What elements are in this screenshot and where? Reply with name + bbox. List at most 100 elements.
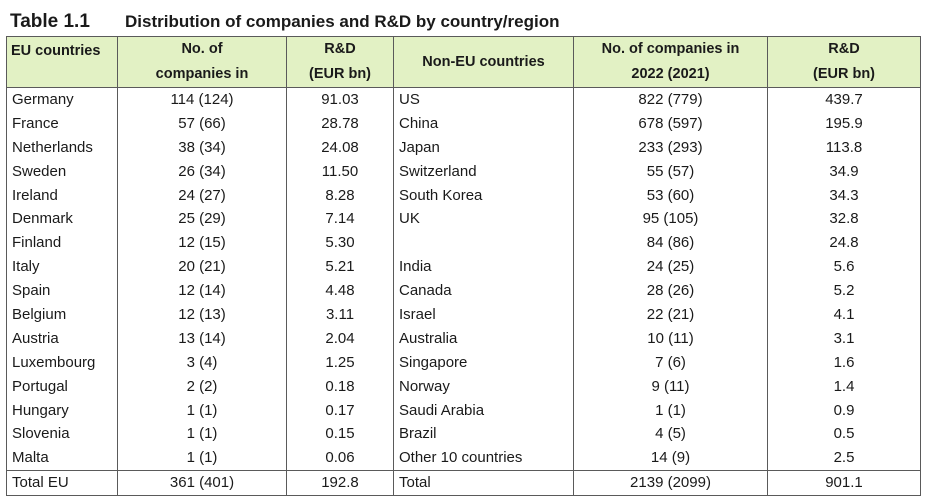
eu-companies-cell: 12 (14): [117, 279, 287, 304]
non-eu-rd-cell: 1.6: [767, 350, 921, 375]
non-eu-country-cell: India: [393, 255, 574, 280]
table-title: Distribution of companies and R&D by cou…: [125, 12, 560, 31]
non-eu-rd-cell: 34.9: [767, 159, 921, 184]
header-non-eu-rd: R&D (EUR bn): [767, 36, 921, 88]
eu-country-cell: Belgium: [6, 303, 118, 327]
non-eu-country-cell: Israel: [393, 303, 574, 327]
eu-companies-cell: 114 (124): [117, 87, 287, 112]
table-body: Germany 114 (124) 91.03 US 822 (779) 439…: [6, 87, 921, 496]
header-non-eu-companies: No. of companies in 2022 (2021): [573, 36, 768, 88]
eu-rd-cell: 7.14: [286, 207, 394, 232]
non-eu-rd-cell: 24.8: [767, 231, 921, 256]
non-eu-rd-cell: 113.8: [767, 135, 921, 160]
eu-country-cell: Denmark: [6, 207, 118, 232]
table-row: Ireland 24 (27) 8.28 South Korea 53 (60)…: [6, 183, 921, 208]
header-eu-rd: R&D (EUR bn): [286, 36, 394, 88]
total-eu-companies: 361 (401): [117, 470, 287, 496]
table-row: Denmark 25 (29) 7.14 UK 95 (105) 32.8: [6, 207, 921, 232]
table-row: Belgium 12 (13) 3.11 Israel 22 (21) 4.1: [6, 303, 921, 327]
non-eu-rd-cell: 3.1: [767, 326, 921, 351]
eu-companies-cell: 24 (27): [117, 183, 287, 208]
non-eu-country-cell: Brazil: [393, 422, 574, 447]
eu-rd-cell: 8.28: [286, 183, 394, 208]
eu-companies-cell: 25 (29): [117, 207, 287, 232]
eu-country-cell: Hungary: [6, 398, 118, 423]
eu-rd-cell: 5.21: [286, 255, 394, 280]
non-eu-companies-cell: 53 (60): [573, 183, 768, 208]
header-eu-companies: No. of companies in: [117, 36, 287, 88]
header-eu-countries: EU countries: [6, 36, 118, 88]
non-eu-companies-cell: 822 (779): [573, 87, 768, 112]
table-row: Spain 12 (14) 4.48 Canada 28 (26) 5.2: [6, 279, 921, 304]
header-eu-rd-line2: (EUR bn): [308, 66, 371, 82]
eu-country-cell: Spain: [6, 279, 118, 304]
non-eu-rd-cell: 5.6: [767, 255, 921, 280]
non-eu-companies-cell: 1 (1): [573, 398, 768, 423]
eu-country-cell: Sweden: [6, 159, 118, 184]
eu-country-cell: Finland: [6, 231, 118, 256]
non-eu-rd-cell: 439.7: [767, 87, 921, 112]
non-eu-rd-cell: 2.5: [767, 446, 921, 471]
total-eu-label: Total EU: [6, 470, 118, 496]
non-eu-country-cell: Australia: [393, 326, 574, 351]
total-non-eu-label: Total: [393, 470, 574, 496]
table-row: Luxembourg 3 (4) 1.25 Singapore 7 (6) 1.…: [6, 350, 921, 375]
eu-companies-cell: 3 (4): [117, 350, 287, 375]
eu-rd-cell: 0.15: [286, 422, 394, 447]
header-non-eu-companies-line2: 2022 (2021): [631, 66, 710, 82]
eu-rd-cell: 2.04: [286, 326, 394, 351]
eu-rd-cell: 91.03: [286, 87, 394, 112]
header-non-eu-companies-line1: No. of companies in: [601, 41, 740, 57]
non-eu-companies-cell: 9 (11): [573, 374, 768, 399]
table-row: Netherlands 38 (34) 24.08 Japan 233 (293…: [6, 135, 921, 160]
non-eu-companies-cell: 14 (9): [573, 446, 768, 471]
eu-companies-cell: 13 (14): [117, 326, 287, 351]
eu-country-cell: Italy: [6, 255, 118, 280]
table-row: Italy 20 (21) 5.21 India 24 (25) 5.6: [6, 255, 921, 280]
header-non-eu-countries: Non-EU countries: [393, 36, 574, 88]
eu-companies-cell: 26 (34): [117, 159, 287, 184]
non-eu-companies-cell: 28 (26): [573, 279, 768, 304]
non-eu-rd-cell: 5.2: [767, 279, 921, 304]
header-non-eu-rd-line1: R&D: [828, 41, 860, 57]
total-non-eu-companies: 2139 (2099): [573, 470, 768, 496]
table-title-bar: Table 1.1 Distribution of companies and …: [10, 8, 559, 36]
eu-rd-cell: 3.11: [286, 303, 394, 327]
table-row: Hungary 1 (1) 0.17 Saudi Arabia 1 (1) 0.…: [6, 398, 921, 423]
table-row: France 57 (66) 28.78 China 678 (597) 195…: [6, 111, 921, 136]
eu-rd-cell: 24.08: [286, 135, 394, 160]
eu-companies-cell: 20 (21): [117, 255, 287, 280]
non-eu-country-cell: Norway: [393, 374, 574, 399]
eu-rd-cell: 11.50: [286, 159, 394, 184]
table-number: Table 1.1: [10, 11, 90, 32]
eu-rd-cell: 4.48: [286, 279, 394, 304]
eu-country-cell: Ireland: [6, 183, 118, 208]
non-eu-rd-cell: 34.3: [767, 183, 921, 208]
eu-country-cell: France: [6, 111, 118, 136]
header-row: EU countries No. of companies in R&D (EUR …: [6, 36, 921, 88]
non-eu-rd-cell: 32.8: [767, 207, 921, 232]
eu-country-cell: Netherlands: [6, 135, 118, 160]
eu-companies-cell: 57 (66): [117, 111, 287, 136]
table-row: Germany 114 (124) 91.03 US 822 (779) 439…: [6, 87, 921, 112]
table-row: Austria 13 (14) 2.04 Australia 10 (11) 3…: [6, 326, 921, 351]
eu-companies-cell: 1 (1): [117, 398, 287, 423]
non-eu-rd-cell: 0.9: [767, 398, 921, 423]
non-eu-companies-cell: 24 (25): [573, 255, 768, 280]
non-eu-country-cell: Switzerland: [393, 159, 574, 184]
non-eu-companies-cell: 95 (105): [573, 207, 768, 232]
total-non-eu-rd: 901.1: [767, 470, 921, 496]
non-eu-country-cell: Canada: [393, 279, 574, 304]
eu-companies-cell: 1 (1): [117, 422, 287, 447]
non-eu-companies-cell: 678 (597): [573, 111, 768, 136]
header-eu-companies-line2: companies in: [155, 66, 249, 82]
eu-rd-cell: 0.06: [286, 446, 394, 471]
eu-country-cell: Malta: [6, 446, 118, 471]
non-eu-rd-cell: 195.9: [767, 111, 921, 136]
eu-companies-cell: 1 (1): [117, 446, 287, 471]
non-eu-companies-cell: 84 (86): [573, 231, 768, 256]
non-eu-companies-cell: 55 (57): [573, 159, 768, 184]
non-eu-rd-cell: 4.1: [767, 303, 921, 327]
eu-companies-cell: 12 (15): [117, 231, 287, 256]
non-eu-companies-cell: 233 (293): [573, 135, 768, 160]
